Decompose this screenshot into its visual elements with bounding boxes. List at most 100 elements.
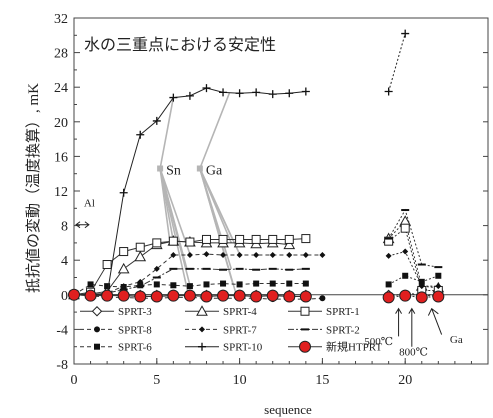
sn-leader-line	[159, 97, 175, 169]
legend-item: SPRT-6	[80, 342, 152, 354]
series-line	[388, 208, 439, 268]
marker	[153, 281, 160, 288]
marker	[219, 88, 228, 97]
y-tick-label: -4	[56, 323, 68, 338]
marker	[120, 284, 127, 291]
y-axis-label: 抵抗値の変動（温度換算）, mK	[24, 83, 42, 293]
marker	[220, 280, 227, 287]
marker	[236, 281, 243, 288]
marker	[285, 89, 294, 98]
marker	[301, 267, 310, 270]
marker	[167, 289, 180, 302]
arrow-800	[408, 307, 416, 347]
marker	[196, 305, 208, 316]
legend-label: SPRT-4	[223, 306, 257, 318]
marker	[417, 263, 426, 266]
sn-leader-line	[159, 168, 191, 255]
marker	[401, 209, 410, 212]
marker	[87, 281, 94, 288]
marker	[319, 295, 326, 302]
series-line	[388, 33, 406, 92]
marker	[186, 252, 193, 259]
legend-label: SPRT-8	[118, 324, 152, 336]
marker	[119, 247, 129, 257]
marker	[117, 289, 130, 302]
marker	[252, 88, 261, 97]
marker	[235, 234, 245, 244]
marker	[84, 289, 97, 302]
y-tick-label: 24	[54, 81, 68, 96]
marker	[199, 326, 205, 333]
marker	[186, 283, 193, 290]
marker	[384, 237, 393, 240]
marker	[137, 282, 144, 289]
legend-item: SPRT-1	[288, 306, 360, 318]
y-tick-label: 0	[61, 289, 68, 304]
legend-item: SPRT-7	[185, 324, 257, 336]
marker	[202, 267, 211, 270]
x-tick-label: 5	[153, 373, 160, 388]
legend-item: 新規HTPRT	[288, 340, 382, 354]
marker	[283, 290, 296, 303]
annotation-sn: Sn	[166, 164, 181, 179]
series-line	[388, 220, 439, 289]
marker	[434, 266, 443, 269]
marker	[152, 276, 161, 279]
series-line	[388, 275, 439, 285]
marker	[168, 236, 178, 246]
marker	[253, 280, 260, 287]
marker	[218, 234, 228, 244]
marker	[301, 87, 310, 96]
y-tick-label: 32	[54, 12, 68, 27]
legend-item: SPRT-3	[80, 306, 152, 318]
series-line	[388, 250, 439, 287]
marker	[285, 268, 294, 271]
x-tick-label: 20	[398, 373, 412, 388]
marker	[236, 252, 243, 259]
marker	[251, 234, 261, 244]
arrow-500	[395, 307, 403, 337]
legend-item: SPRT-8	[80, 324, 152, 336]
x-tick-label: 0	[71, 373, 78, 388]
ga-anchor	[196, 165, 203, 172]
chart-title: 水の三重点における安定性	[84, 36, 276, 54]
marker	[269, 280, 276, 287]
marker	[185, 267, 194, 270]
marker	[220, 252, 227, 259]
marker	[217, 289, 230, 302]
marker	[250, 290, 263, 303]
y-tick-label: 8	[61, 220, 68, 235]
y-tick-label: 12	[54, 185, 68, 200]
marker	[136, 130, 145, 139]
annotation-800c: 800℃	[399, 346, 428, 358]
x-tick-label: 15	[315, 373, 329, 388]
marker	[266, 289, 279, 302]
marker	[102, 260, 112, 270]
marker	[284, 234, 294, 244]
marker	[418, 278, 425, 285]
sn-leader-line	[159, 168, 171, 244]
y-tick-label: 28	[54, 47, 68, 62]
marker	[203, 251, 210, 258]
marker	[384, 236, 394, 246]
marker	[235, 89, 244, 98]
annotation-500c: 500℃	[364, 336, 393, 348]
marker	[119, 188, 128, 197]
legend: SPRT-3 SPRT-4 SPRT-1 SPRT-8 SPRT-7 SPRT-2 SPRT…	[80, 305, 382, 354]
marker	[200, 290, 213, 303]
legend-label: SPRT-1	[326, 306, 360, 318]
marker	[219, 268, 228, 271]
legend-label: SPRT-6	[118, 342, 152, 354]
marker	[94, 343, 100, 350]
marker	[299, 290, 312, 303]
y-tick-label: -8	[56, 358, 68, 373]
marker	[415, 291, 428, 304]
ga-leader-line	[199, 92, 231, 169]
marker	[399, 289, 412, 302]
series-line	[388, 227, 439, 291]
legend-label: SPRT-3	[118, 306, 152, 318]
marker	[169, 93, 178, 102]
x-tick-label: 10	[233, 373, 247, 388]
sn-anchor	[157, 165, 164, 172]
